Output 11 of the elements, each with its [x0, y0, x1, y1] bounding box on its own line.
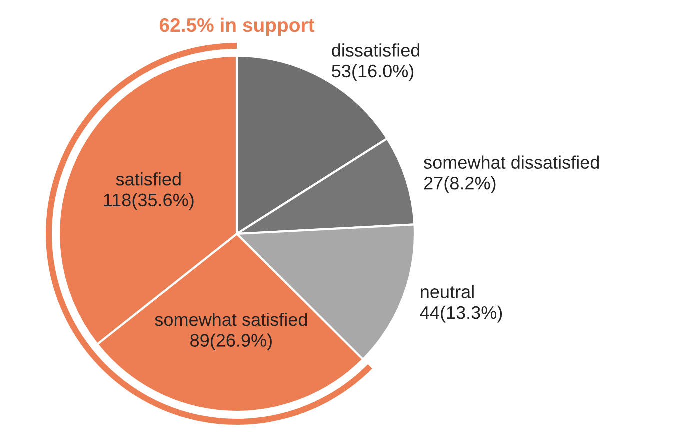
data-label: 53(16.0%): [332, 64, 414, 82]
slice-label: somewhat dissatisfied: [424, 156, 600, 170]
slice-label: satisfied: [116, 172, 181, 186]
data-label: 118(35.6%): [104, 193, 194, 210]
slice-label: somewhat satisfied: [155, 312, 308, 326]
slice-label: dissatisfied: [332, 44, 420, 57]
chart-title: 62.5% in support: [160, 18, 315, 36]
data-label: 89(26.9%): [190, 334, 272, 351]
data-label: 27(8.2%): [424, 176, 496, 194]
slice-label: neutral: [421, 285, 474, 298]
data-label: 44(13.3%): [420, 306, 502, 323]
